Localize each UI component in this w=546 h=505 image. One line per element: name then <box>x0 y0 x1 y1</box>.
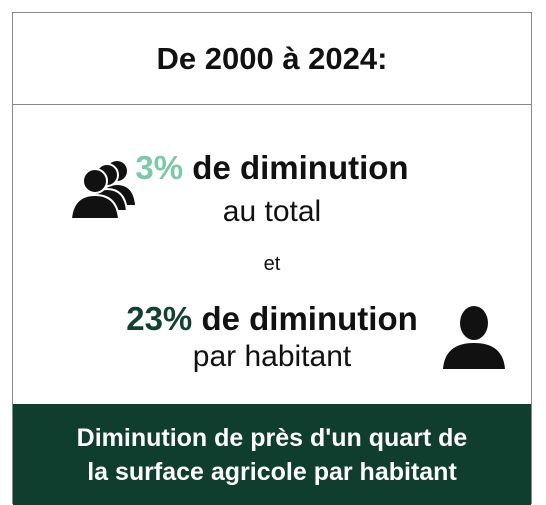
total-text: de diminution <box>192 149 409 186</box>
footer-line: la surface agricole par habitant <box>87 457 457 486</box>
infographic: De 2000 à 2024: 3% de diminution au tota… <box>12 12 532 505</box>
per-capita-sub: par habitant <box>192 340 352 373</box>
total-percent: 3% <box>135 149 184 186</box>
footer: Diminution de près d'un quart de la surf… <box>13 404 531 505</box>
total-sub: au total <box>222 195 322 228</box>
group-icon <box>69 161 135 220</box>
person-icon <box>443 306 505 369</box>
joiner: et <box>263 253 281 275</box>
per-capita-percent: 23% <box>126 300 193 337</box>
title: De 2000 à 2024: <box>156 40 388 76</box>
footer-line: Diminution de près d'un quart de <box>76 423 468 452</box>
per-capita-line: 23% de diminution <box>13 300 531 338</box>
per-capita-text: de diminution <box>201 300 418 337</box>
total-line: 3% de diminution <box>13 149 531 187</box>
header: De 2000 à 2024: <box>13 13 531 105</box>
